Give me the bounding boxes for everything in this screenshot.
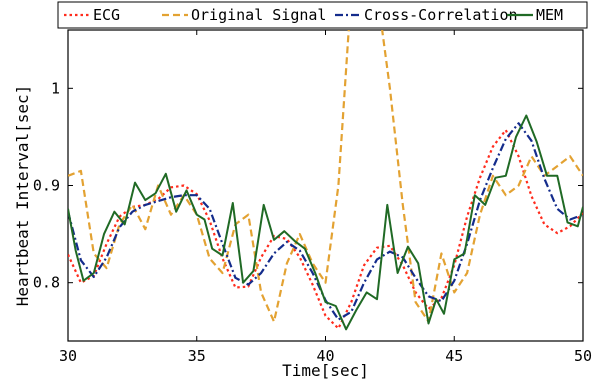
legend-label: ECG — [93, 6, 120, 24]
x-tick-label: 30 — [59, 347, 77, 365]
x-tick-label: 35 — [188, 347, 206, 365]
series-line-mem — [68, 114, 583, 331]
series-line-original-signal — [68, 30, 583, 323]
legend-label: Original Signal — [191, 6, 326, 24]
legend-label: MEM — [536, 6, 563, 24]
legend: ECG Original Signal Cross-Correlation MEM — [57, 1, 588, 29]
y-tick-label: 0.8 — [33, 274, 60, 292]
legend-label: Cross-Correlation — [364, 6, 518, 24]
series-layer — [68, 30, 583, 331]
y-tick-label: 0.9 — [33, 177, 60, 195]
x-tick-label: 45 — [445, 347, 463, 365]
x-axis-label: Time[sec] — [282, 361, 369, 380]
y-axis-label: Heartbeat Interval[sec] — [13, 85, 32, 307]
series-line-cross-correlation — [68, 122, 583, 321]
x-tick-label: 40 — [316, 347, 334, 365]
plot-frame — [67, 29, 584, 342]
legend-box — [57, 1, 588, 29]
y-tick-label: 1 — [51, 79, 60, 97]
x-tick-label: 50 — [574, 347, 592, 365]
tick-layer: 30 35 40 45 50 0.8 0.9 1 — [33, 30, 592, 365]
